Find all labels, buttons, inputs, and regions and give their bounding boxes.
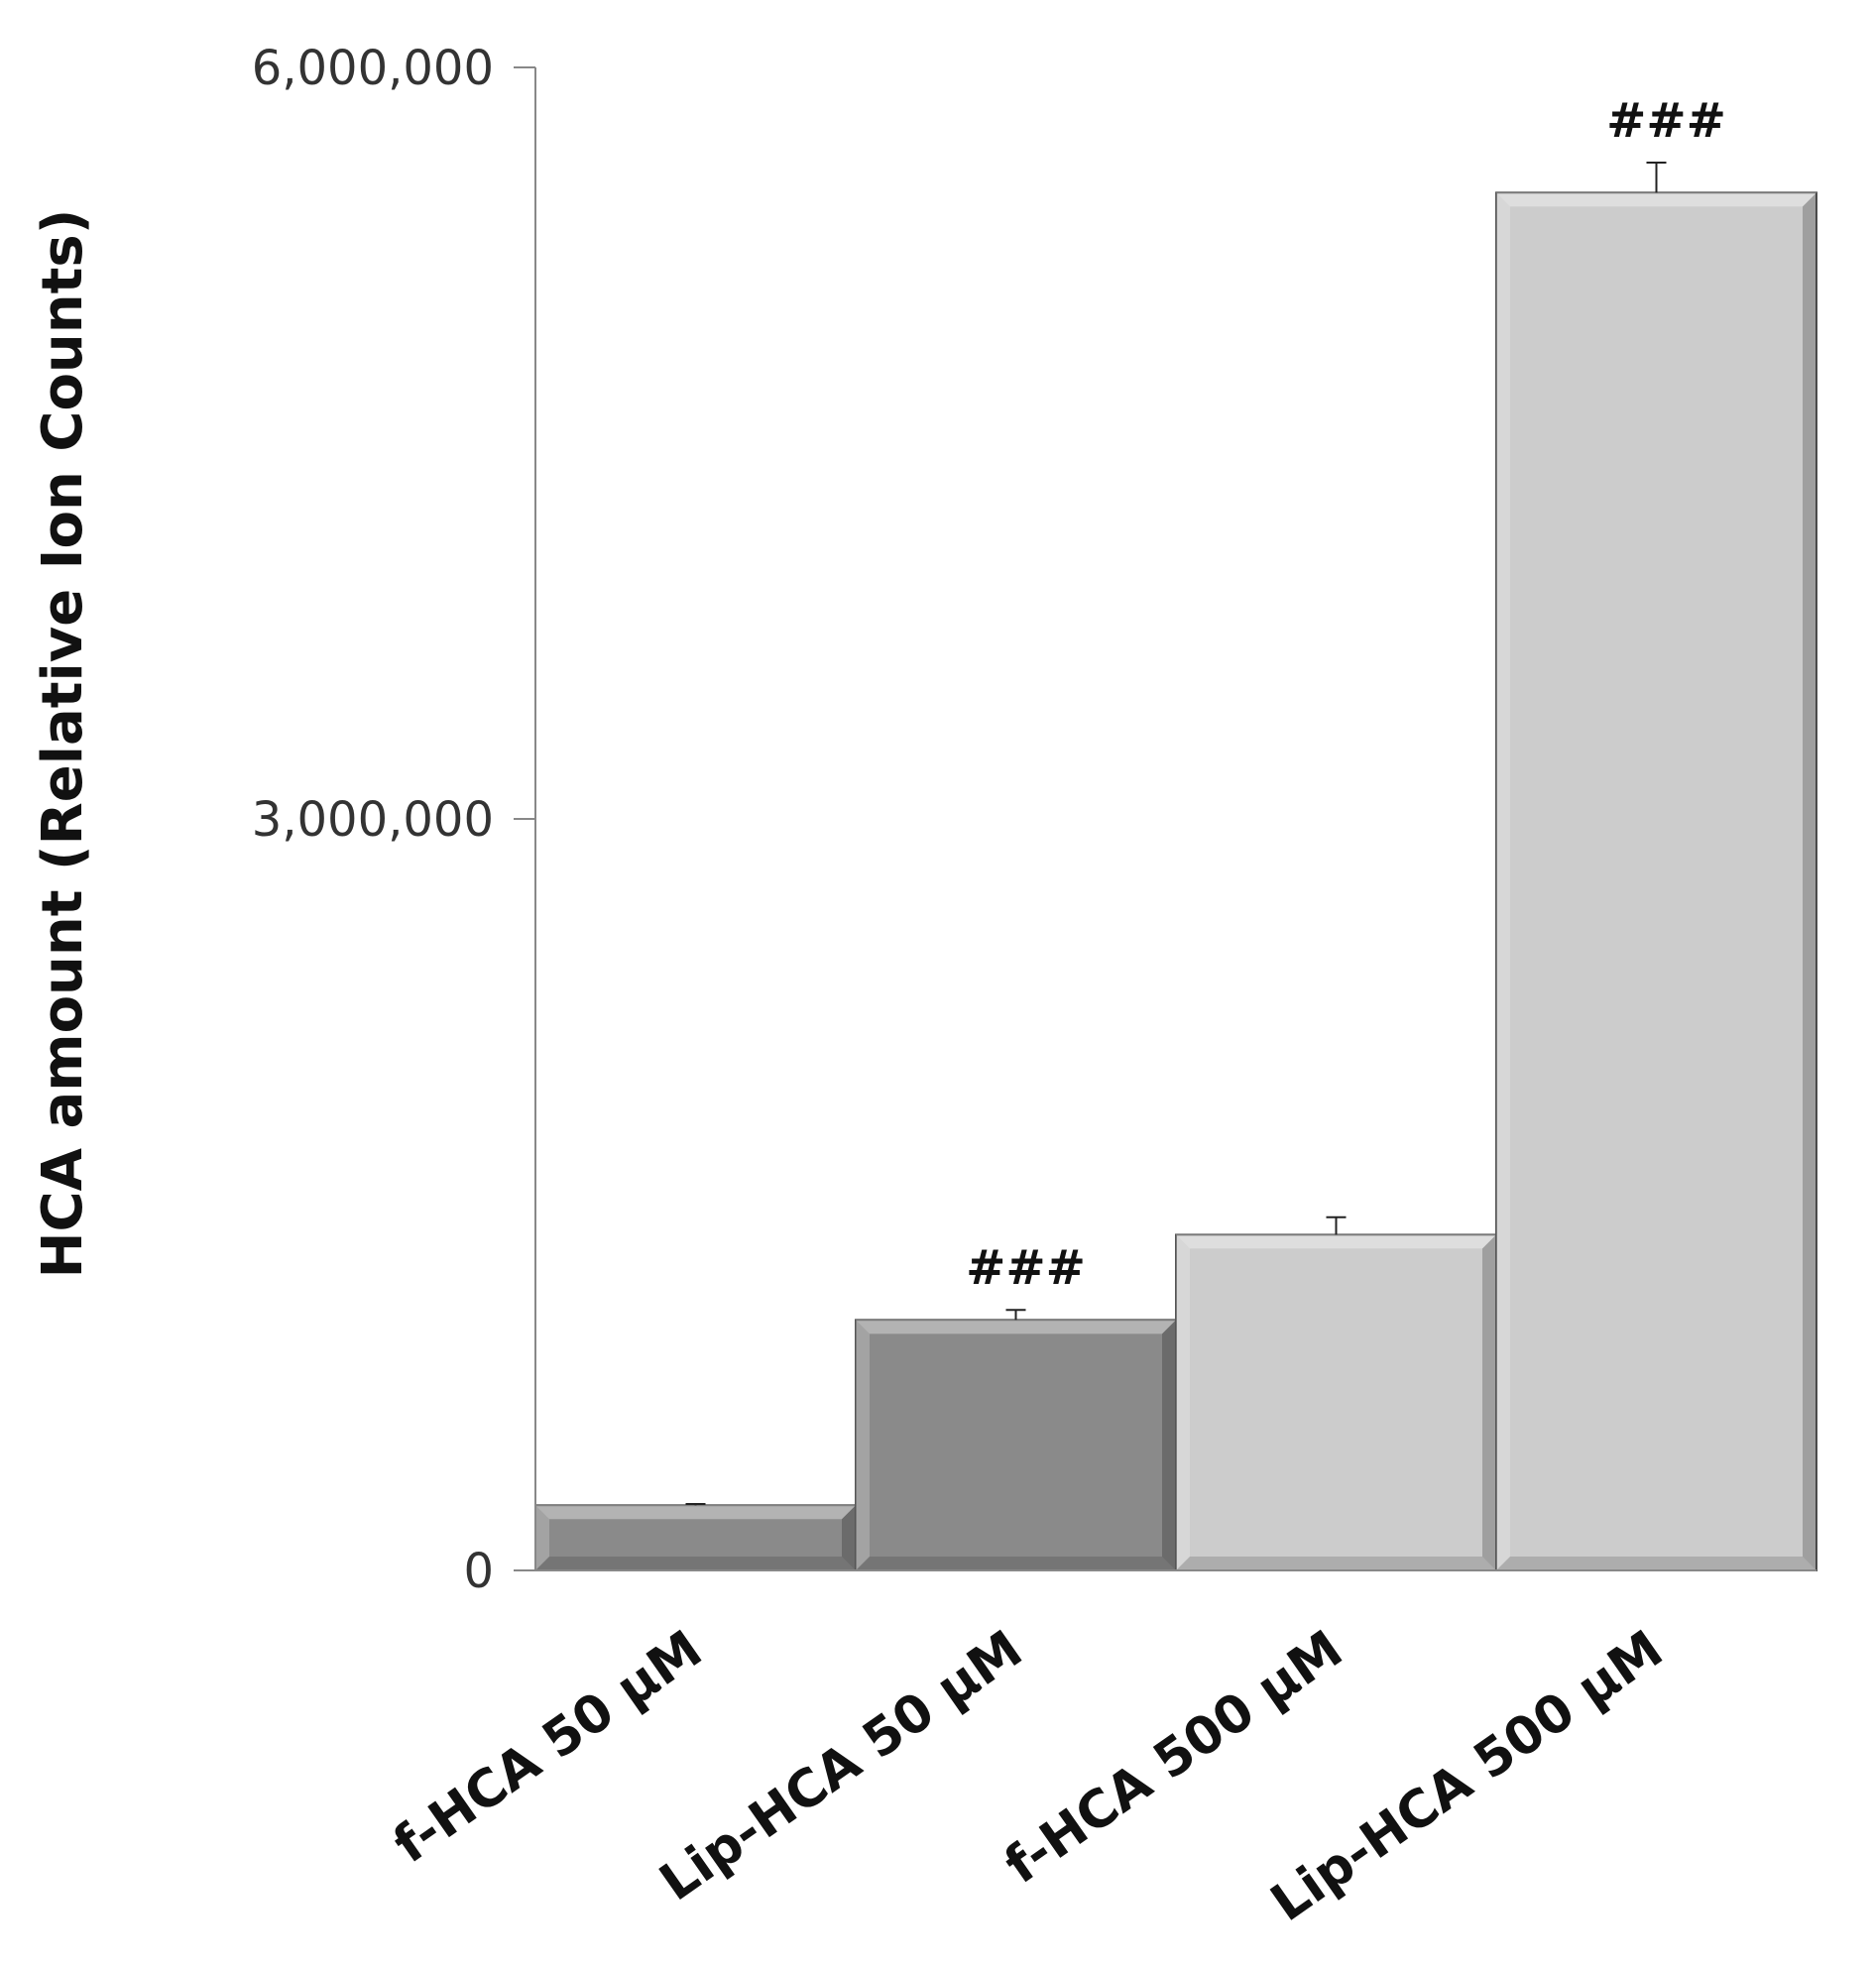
bar-group: ### (855, 1240, 1177, 1572)
bar-bevel-right (1803, 192, 1817, 1570)
bar (1495, 191, 1817, 1571)
bar-bevel-left (1496, 192, 1510, 1570)
bar-bevel-bottom (1496, 1557, 1817, 1570)
bar-bevel-top (1176, 1234, 1496, 1249)
bar-bevel-left (535, 1505, 549, 1570)
bar-bevel-right (1162, 1320, 1176, 1570)
bar-bevel-right (842, 1505, 856, 1570)
bar-group (534, 1503, 857, 1571)
bar-bevel-bottom (1176, 1557, 1496, 1570)
x-tick-label: f-HCA 500 µM (995, 1619, 1353, 1896)
bar-bevel-top (535, 1505, 856, 1520)
bar-bevel-right (1482, 1234, 1496, 1570)
bar-bevel-top (856, 1320, 1176, 1334)
y-axis-label: HCA amount (Relative Ion Counts) (31, 209, 95, 1279)
y-tick-label: 0 (463, 1544, 494, 1599)
y-tick-label: 6,000,000 (252, 41, 494, 96)
bar-bevel-bottom (856, 1557, 1176, 1570)
bar-bevel-left (1176, 1234, 1190, 1570)
bar-group: ### (1495, 93, 1817, 1571)
bar-bevel-top (1496, 192, 1817, 207)
bar (1175, 1233, 1497, 1571)
y-tick-label: 3,000,000 (252, 792, 494, 848)
bar-bevel-bottom (535, 1557, 856, 1570)
significance-annotation: ### (966, 1240, 1086, 1296)
bar (855, 1319, 1177, 1572)
x-tick-label: f-HCA 50 µM (384, 1619, 713, 1875)
significance-annotation: ### (1606, 93, 1726, 149)
bar (534, 1504, 857, 1571)
bar-bevel-left (856, 1320, 870, 1570)
bar-group (1175, 1215, 1497, 1571)
